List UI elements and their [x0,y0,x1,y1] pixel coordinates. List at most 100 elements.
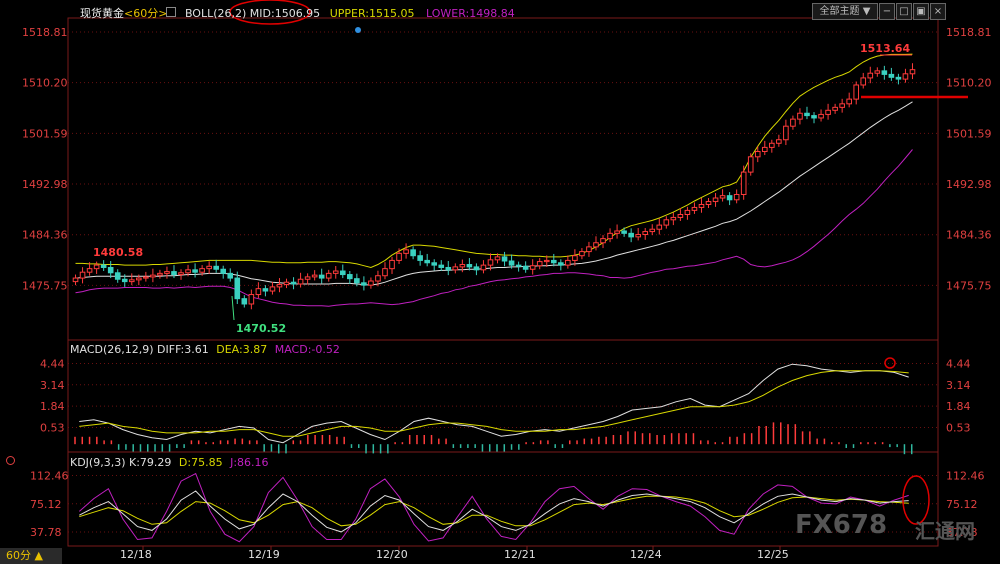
candle-body [276,284,283,288]
axis-text: 1518.81 1518.81 1510.20 1510.20 1501.59 1501.… [22,26,992,561]
candle-body [811,115,817,119]
candle-body [157,272,163,276]
low-label: 1470.52 [236,322,286,335]
candle-body [747,156,754,173]
minimize-icon: − [882,6,892,17]
mid-value: MID:1506.95 [249,7,321,20]
candle-body [121,278,128,283]
candle-body [227,272,234,279]
macd-tick-right: 3.14 [946,379,971,392]
candle-body [586,246,592,253]
period-label[interactable]: <60分> [124,7,168,20]
watermark-sub: 汇通网 [915,519,975,543]
upper-value: UPPER:1515.05 [329,7,415,20]
candle-body [839,103,845,108]
low-pointer [231,295,235,321]
candle-body [719,195,726,199]
candle-body [733,193,740,201]
date-tick-label: 12/25 [757,548,789,561]
kdj-tick-left: 75.12 [30,498,62,511]
left-high-label: 1480.58 [93,246,143,259]
candle-body [438,264,445,268]
candle-body [881,70,888,75]
date-tick-label: 12/24 [630,548,662,561]
kdj-settings-icon[interactable] [6,456,15,465]
candle-body [487,259,494,266]
theme-select-label: 全部主题 [819,6,860,17]
kdj-j: J:86.16 [230,456,269,469]
kdj-tick-right: 37.78 [946,526,978,539]
candle-body [473,266,480,271]
candle-body [297,278,304,285]
candle-body [354,278,360,284]
candle-body [543,259,550,263]
boll-name: BOLL(26,2) [184,7,247,20]
candle-body [220,268,227,274]
restore-icon: □ [899,6,909,17]
candle-body [712,197,719,203]
price-tick-right: 1501.59 [946,127,992,140]
macd-tick-left: 0.53 [40,422,65,435]
candle-body [185,269,191,274]
macd-value: MACD:-0.52 [274,343,340,356]
restore-button[interactable]: □ [896,3,912,20]
candle-body [452,266,459,271]
candle-body [86,268,93,273]
kdj-k-line [79,490,909,533]
instrument-name: 现货黄金 [80,7,124,20]
candle-body [846,98,852,105]
candle-body [572,255,578,261]
close-button[interactable]: × [930,3,946,20]
candle-body [508,260,515,266]
candle-body [607,232,613,240]
theme-select[interactable]: 全部主题 ▼ [812,3,878,20]
boll-mid-line [75,101,913,286]
drawn-marks [229,0,968,525]
candle-body [783,125,789,141]
candle-body [269,286,276,292]
maximize-icon: ▣ [916,6,926,17]
kdj-tick-right: 75.12 [946,498,978,511]
candle-body [466,264,473,268]
candle-body [776,139,782,144]
macd-dea-line [79,370,909,437]
kdj-tick-left: 37.78 [30,526,62,539]
candle-body [579,251,585,257]
candle-body [403,249,409,254]
candle-body [536,261,543,267]
period-switch[interactable]: 60分 ▲ [0,548,62,564]
candle-body [459,264,466,268]
candle-body [515,264,522,267]
candles [72,63,916,310]
date-tick-label: 12/20 [376,548,408,561]
macd-layer [74,363,913,455]
price-tick-right: 1492.98 [946,178,992,191]
candle-body [164,271,170,274]
kdj-j-line [78,472,909,543]
candle-body [290,281,297,285]
candle-body [656,224,663,230]
minimize-button[interactable]: − [879,3,895,20]
macd-diff-line [79,363,909,444]
candle-body [832,106,838,111]
panel-frame-1 [67,339,939,453]
candle-body [199,268,205,273]
candle-body [818,113,824,119]
candle-body [332,270,339,274]
candle-body [213,265,219,270]
kdj-d: D:75.85 [178,456,223,469]
kdj-highlight-ellipse [902,475,930,525]
candle-body [339,270,346,276]
price-tick-left: 1518.81 [22,26,68,39]
candle-body [529,265,536,270]
candle-body [684,209,691,215]
candle-body [797,112,803,120]
candle-body [501,256,508,262]
close-icon: × [933,6,943,17]
candle-body [107,266,114,274]
macd-diff: DIFF:3.61 [157,343,209,356]
date-tick-label: 12/19 [248,548,280,561]
candle-body [895,76,902,80]
maximize-button[interactable]: ▣ [913,3,929,20]
candle-body [192,269,198,273]
